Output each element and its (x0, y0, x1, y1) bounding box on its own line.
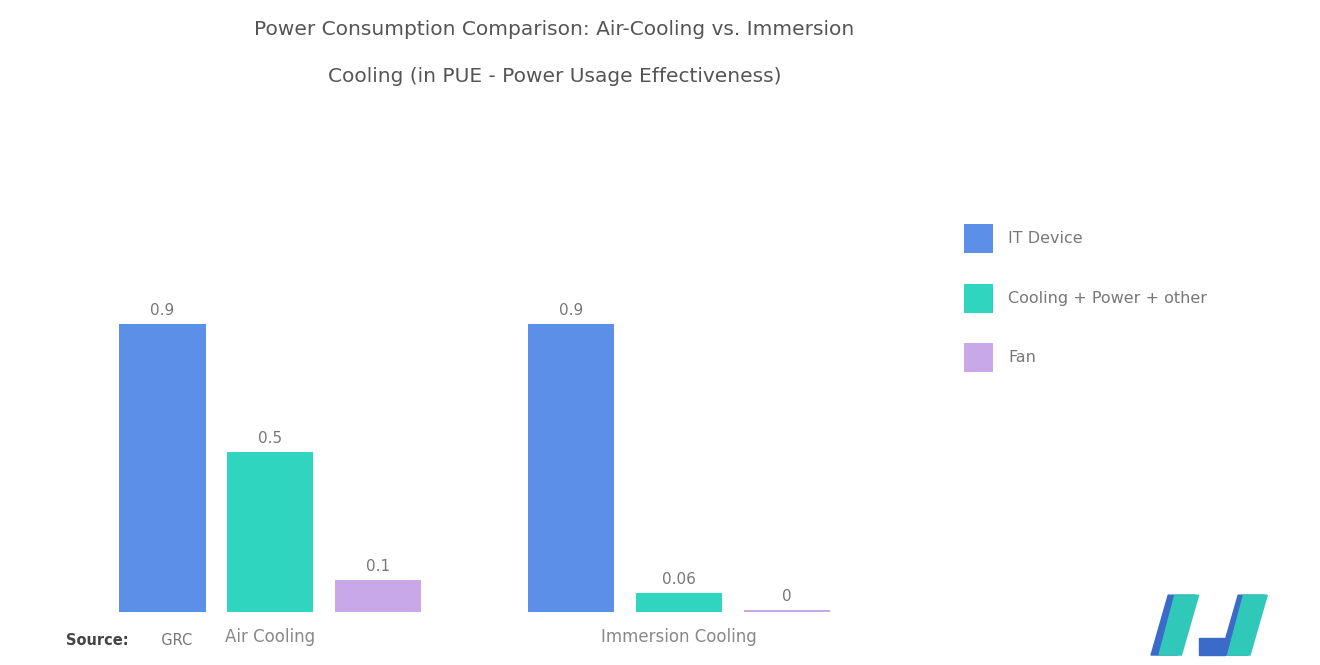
Text: 0.5: 0.5 (259, 431, 282, 446)
Text: Source:: Source: (66, 633, 128, 648)
Bar (528, 324, 614, 612)
Polygon shape (1221, 595, 1265, 655)
Bar (743, 610, 830, 612)
Text: 0.9: 0.9 (150, 303, 174, 318)
Text: 0.06: 0.06 (661, 572, 696, 587)
Polygon shape (1151, 595, 1195, 655)
Text: Fan: Fan (1008, 350, 1036, 365)
Text: Cooling (in PUE - Power Usage Effectiveness): Cooling (in PUE - Power Usage Effectiven… (327, 66, 781, 86)
Text: 0.9: 0.9 (558, 303, 583, 318)
Bar (335, 580, 421, 612)
Text: IT Device: IT Device (1008, 231, 1084, 245)
Polygon shape (1199, 638, 1225, 655)
Bar (227, 452, 313, 612)
Bar (119, 324, 206, 612)
Text: Cooling + Power + other: Cooling + Power + other (1008, 291, 1208, 305)
Polygon shape (1228, 595, 1267, 655)
Text: 0.1: 0.1 (366, 559, 391, 574)
Text: GRC: GRC (152, 633, 191, 648)
Text: 0: 0 (781, 589, 792, 604)
Polygon shape (1159, 595, 1199, 655)
Text: Power Consumption Comparison: Air-Cooling vs. Immersion: Power Consumption Comparison: Air-Coolin… (255, 20, 854, 39)
Bar (636, 593, 722, 612)
